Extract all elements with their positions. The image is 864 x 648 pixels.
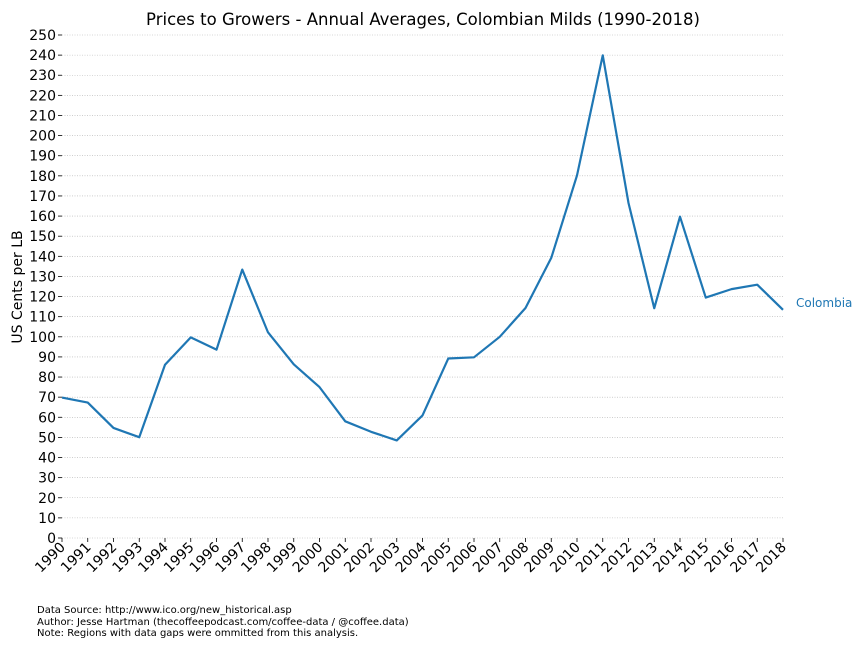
y-tick-label: 0	[47, 531, 56, 547]
y-tick-label: 30	[38, 471, 56, 487]
data-gap-note: Note: Regions with data gaps were ommitt…	[37, 628, 359, 640]
y-tick-label: 20	[38, 491, 56, 507]
y-tick-label: 210	[29, 108, 56, 124]
x-tick-label: 2018	[753, 540, 790, 577]
y-tick-label: 50	[38, 430, 56, 446]
chart-title: Prices to Growers - Annual Averages, Col…	[146, 10, 700, 29]
y-tick-label: 40	[38, 451, 56, 467]
y-tick-label: 130	[29, 269, 56, 285]
y-tick-label: 240	[29, 48, 56, 64]
y-tick-label: 10	[38, 511, 56, 527]
y-tick-label: 70	[38, 390, 56, 406]
y-tick-label: 230	[29, 68, 56, 84]
data-source-note: Data Source: http://www.ico.org/new_hist…	[37, 605, 292, 616]
y-tick-label: 160	[29, 209, 56, 225]
y-tick-label: 60	[38, 410, 56, 426]
y-tick-label: 150	[29, 229, 56, 245]
series-end-label: Colombia	[796, 296, 852, 310]
y-tick-label: 250	[29, 28, 56, 44]
y-tick-label: 80	[38, 370, 56, 386]
y-tick-label: 110	[29, 310, 56, 326]
y-axis-ticks: 0 10 20 30 40 50 60 70 80 90 100 110 120 130 140 150 160…	[29, 28, 62, 547]
y-tick-label: 120	[29, 290, 56, 306]
y-tick-label: 180	[29, 169, 56, 185]
gridlines	[62, 34, 783, 539]
series-line-colombia	[61, 54, 784, 442]
y-tick-label: 170	[29, 189, 56, 205]
y-axis-label: US Cents per LB	[10, 230, 26, 343]
y-tick-label: 100	[29, 330, 56, 346]
y-tick-label: 140	[29, 249, 56, 265]
y-tick-label: 190	[29, 149, 56, 165]
series-group: Colombia	[61, 54, 852, 442]
y-tick-label: 200	[29, 129, 56, 145]
y-tick-label: 220	[29, 88, 56, 104]
y-tick-label: 90	[38, 350, 56, 366]
x-axis-ticks: 1990199119921993199419951996199719981999…	[32, 538, 790, 576]
author-note: Author: Jesse Hartman (thecoffeepodcast.…	[37, 616, 409, 628]
footnotes: Data Source: http://www.ico.org/new_hist…	[37, 605, 409, 640]
